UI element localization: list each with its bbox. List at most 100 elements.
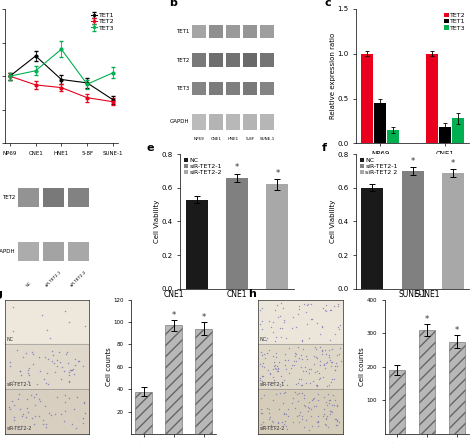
Point bbox=[311, 368, 319, 375]
Point bbox=[330, 401, 338, 408]
Point bbox=[30, 420, 38, 427]
Point bbox=[310, 395, 318, 402]
Point bbox=[302, 367, 310, 374]
Text: siR-TET2-1: siR-TET2-1 bbox=[45, 269, 63, 288]
Point bbox=[281, 409, 288, 416]
Point bbox=[260, 373, 267, 380]
Point bbox=[320, 393, 328, 400]
Point bbox=[274, 367, 282, 374]
Point bbox=[296, 408, 303, 416]
Point bbox=[305, 369, 313, 376]
Point bbox=[312, 382, 319, 389]
Point bbox=[256, 377, 264, 384]
Point bbox=[273, 367, 281, 374]
Point bbox=[328, 345, 336, 352]
Bar bbox=[260, 82, 274, 95]
Point bbox=[283, 411, 290, 418]
Point bbox=[281, 361, 289, 368]
Point bbox=[322, 351, 329, 358]
Point bbox=[279, 400, 286, 407]
Text: NC: NC bbox=[25, 280, 32, 288]
Point bbox=[27, 391, 35, 398]
Point bbox=[327, 359, 334, 366]
Bar bbox=[389, 370, 405, 434]
Point bbox=[276, 325, 284, 332]
Point bbox=[29, 360, 36, 367]
Point bbox=[335, 418, 343, 425]
Point bbox=[310, 378, 317, 385]
Point bbox=[321, 420, 329, 427]
Point bbox=[75, 357, 82, 364]
Point bbox=[305, 365, 312, 373]
Text: NP69: NP69 bbox=[194, 137, 204, 141]
Point bbox=[61, 307, 69, 315]
Point bbox=[328, 409, 336, 416]
Point bbox=[79, 362, 86, 369]
Point bbox=[312, 345, 320, 352]
Point bbox=[23, 404, 31, 412]
Point bbox=[292, 353, 299, 360]
Point bbox=[70, 371, 78, 378]
Point bbox=[309, 396, 316, 404]
Point bbox=[8, 397, 16, 404]
Point bbox=[328, 408, 335, 415]
Point bbox=[327, 378, 334, 385]
Point bbox=[312, 403, 319, 410]
Point bbox=[320, 411, 328, 418]
Point bbox=[276, 389, 284, 396]
Text: f: f bbox=[322, 144, 327, 153]
Point bbox=[334, 300, 342, 307]
Point bbox=[258, 362, 266, 369]
Point bbox=[58, 363, 66, 370]
Point bbox=[270, 363, 278, 370]
Point bbox=[333, 351, 341, 358]
Point bbox=[319, 413, 327, 420]
Point bbox=[25, 371, 32, 378]
Point bbox=[6, 363, 14, 370]
Legend: NC, siR-TET2-1, siR-TET2 2: NC, siR-TET2-1, siR-TET2 2 bbox=[359, 157, 398, 176]
Bar bbox=[452, 118, 464, 144]
Point bbox=[328, 401, 336, 408]
Point bbox=[269, 379, 276, 386]
Point bbox=[336, 322, 344, 329]
Point bbox=[257, 405, 264, 412]
Bar bbox=[260, 53, 274, 67]
Point bbox=[332, 366, 339, 373]
X-axis label: CNE1: CNE1 bbox=[227, 290, 247, 299]
Point bbox=[271, 307, 279, 314]
Point bbox=[295, 411, 303, 418]
Point bbox=[313, 368, 321, 375]
Bar bbox=[387, 130, 399, 144]
Point bbox=[10, 414, 18, 421]
Point bbox=[274, 420, 282, 427]
Point bbox=[285, 369, 293, 377]
Point bbox=[280, 411, 287, 418]
Bar bbox=[419, 330, 435, 434]
Point bbox=[292, 404, 299, 411]
Point bbox=[309, 396, 317, 403]
Text: h: h bbox=[248, 289, 256, 299]
Point bbox=[278, 324, 286, 331]
Point bbox=[9, 327, 17, 334]
Point bbox=[334, 363, 341, 370]
Point bbox=[302, 417, 310, 424]
Point bbox=[36, 396, 43, 403]
Point bbox=[263, 335, 271, 342]
Point bbox=[266, 371, 274, 378]
Point bbox=[295, 390, 302, 397]
Point bbox=[333, 421, 340, 428]
Point bbox=[320, 360, 328, 367]
Point bbox=[270, 373, 277, 381]
Text: siR-TET2-1: siR-TET2-1 bbox=[260, 381, 285, 387]
Text: TET3: TET3 bbox=[176, 86, 190, 91]
Point bbox=[322, 308, 330, 315]
Point bbox=[274, 365, 282, 372]
Point bbox=[290, 313, 297, 320]
Point bbox=[60, 418, 67, 425]
Point bbox=[45, 356, 52, 363]
Bar bbox=[195, 329, 212, 434]
Bar bbox=[209, 25, 223, 39]
Point bbox=[266, 414, 273, 421]
Point bbox=[273, 302, 280, 309]
Point bbox=[294, 380, 302, 387]
